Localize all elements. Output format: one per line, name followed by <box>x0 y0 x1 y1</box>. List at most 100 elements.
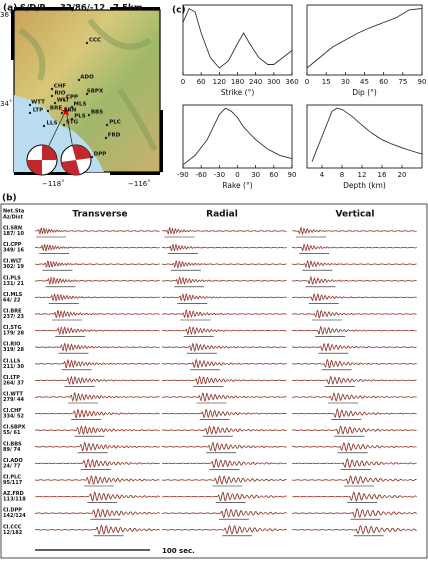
waveform <box>161 293 287 303</box>
waveform <box>161 408 287 419</box>
station-azdist: 89/ 74 <box>3 447 21 453</box>
header: Az/Dist <box>3 215 23 221</box>
station-azdist: 279/ 44 <box>3 397 24 403</box>
panel-label: (c) <box>172 6 186 16</box>
waveform <box>292 227 417 236</box>
station-azdist: 95/117 <box>3 480 23 486</box>
x-tick-label: 15 <box>322 78 331 86</box>
station <box>70 105 74 109</box>
x-tick-label: 360 <box>285 78 298 86</box>
waveform <box>161 260 287 269</box>
station-label: CHF <box>54 84 67 90</box>
station-name: CI.CPP <box>3 242 22 248</box>
waveform <box>291 392 417 402</box>
x-axis-label: Depth (km) <box>343 181 386 190</box>
waveform <box>161 392 287 403</box>
line <box>182 107 293 166</box>
station <box>77 78 81 82</box>
station-azdist: 55/ 61 <box>3 430 21 436</box>
waveform <box>161 342 287 352</box>
station-label: LLS <box>47 121 58 127</box>
station <box>87 113 91 117</box>
station-azdist: 237/ 23 <box>3 314 24 320</box>
waveform <box>34 408 160 419</box>
station-label: SBPX <box>87 89 104 95</box>
station-label: CPP <box>66 95 78 101</box>
waveform <box>291 325 417 335</box>
waveform <box>34 525 160 535</box>
x-tick-label: 16 <box>378 171 387 179</box>
x-tick-label: 4 <box>320 171 325 179</box>
x-tick-label: -60 <box>195 171 206 179</box>
waveform <box>35 491 160 502</box>
waveform <box>292 491 417 502</box>
waveform <box>291 276 417 285</box>
x-axis-label: Dip (°) <box>352 88 377 97</box>
station-azdist: 131/ 21 <box>3 281 24 287</box>
depth: 7.5km <box>113 4 143 14</box>
x-tick-label: 45 <box>360 78 369 86</box>
x-tick-label: 60 <box>197 78 206 86</box>
x-tick-label: 0 <box>305 78 309 86</box>
station <box>70 117 74 121</box>
station <box>28 111 32 115</box>
waveform <box>161 525 287 535</box>
waveform <box>291 525 417 535</box>
waveform <box>291 259 417 268</box>
mechanism-label: S/D/R <box>20 4 46 14</box>
waveform <box>162 442 287 452</box>
waveform <box>291 425 417 435</box>
waveform <box>34 244 160 252</box>
station <box>42 124 46 128</box>
station-label: CCC <box>89 38 101 44</box>
x-tick-label: 60 <box>269 171 278 179</box>
station-azdist: 24/ 77 <box>3 463 21 469</box>
waveform <box>34 459 160 468</box>
scale-label: 100 sec. <box>162 547 195 555</box>
x-tick-label: 8 <box>340 171 344 179</box>
waveform <box>161 276 287 285</box>
column-title: Transverse <box>72 210 127 220</box>
station-azdist: 211/ 30 <box>3 364 24 370</box>
station <box>85 41 89 45</box>
waveform <box>34 425 160 436</box>
x-tick-label: 90 <box>288 171 297 179</box>
station-label: MLS <box>74 102 87 108</box>
x-tick-label: 120 <box>213 78 226 86</box>
line <box>311 107 423 162</box>
station-label: ADO <box>80 75 94 81</box>
x-tick-label: 180 <box>231 78 244 86</box>
waveform <box>161 310 287 320</box>
lon-tick: −118˚ <box>42 180 65 188</box>
x-axis-label: Strike (°) <box>221 88 255 97</box>
station-name: CI.BRE <box>3 309 22 315</box>
panel-label: (b) <box>2 194 17 204</box>
header: Net.Sta <box>3 209 24 215</box>
x-tick-label: -90 <box>177 171 188 179</box>
x-tick-label: 0 <box>181 78 185 86</box>
station-name: CI.MLS <box>3 292 23 298</box>
waveform <box>161 325 287 335</box>
lon-tick: −116˚ <box>128 180 151 188</box>
station-label: WLT <box>57 98 70 104</box>
station-azdist: 179/ 28 <box>3 331 24 337</box>
x-tick-label: -30 <box>214 171 225 179</box>
station <box>85 92 89 96</box>
station-name: CI.PLC <box>3 475 21 481</box>
waveform <box>35 441 160 452</box>
waveform <box>162 491 287 502</box>
station-name: CI.PLS <box>3 275 21 281</box>
lat-tick: 36˚ <box>0 11 12 19</box>
station-azdist: 334/ 52 <box>3 414 24 420</box>
station <box>90 155 94 159</box>
waveform <box>291 375 417 385</box>
station-name: CI.WLT <box>3 259 22 265</box>
station <box>105 123 109 127</box>
station-name: CI.DPP <box>3 508 22 514</box>
solution: 32/86/-12 <box>60 4 105 14</box>
station-azdist: 142/124 <box>3 513 26 519</box>
station-label: LTP <box>33 108 43 114</box>
waveform <box>161 227 287 235</box>
x-tick-label: 30 <box>341 78 350 86</box>
plot-frame <box>182 4 293 76</box>
